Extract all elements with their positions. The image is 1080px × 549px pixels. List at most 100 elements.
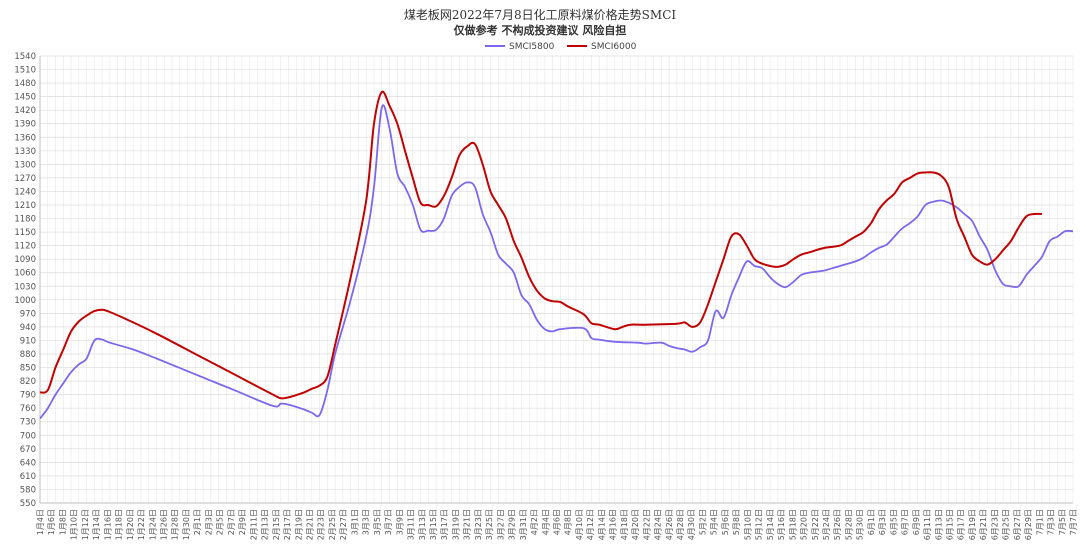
y-tick-label: 760: [20, 404, 36, 414]
x-tick-label: 5月24日: [822, 509, 831, 540]
y-tick-label: 1510: [14, 66, 36, 76]
x-tick-label: 5月20日: [800, 509, 809, 540]
y-tick-label: 970: [20, 309, 36, 319]
x-tick-label: 3月27日: [496, 509, 505, 540]
x-tick-label: 5月30日: [856, 509, 865, 540]
legend-label: SMCI6000: [591, 42, 637, 52]
x-tick-label: 1月14日: [92, 509, 101, 540]
x-tick-label: 3月21日: [463, 509, 472, 540]
y-tick-label: 910: [20, 336, 36, 346]
x-tick-label: 6月19日: [968, 509, 977, 540]
x-tick-label: 2月15日: [272, 509, 281, 540]
x-tick-label: 2月5日: [216, 509, 225, 535]
x-tick-label: 6月5日: [889, 509, 898, 535]
y-tick-label: 1300: [14, 160, 36, 170]
x-tick-label: 6月7日: [901, 509, 910, 535]
x-tick-label: 2月7日: [227, 509, 236, 535]
x-tick-label: 1月4日: [36, 509, 45, 535]
series-line-smci6000: [39, 90, 1042, 400]
x-tick-label: 3月7日: [384, 509, 393, 535]
x-tick-label: 3月9日: [395, 509, 404, 535]
x-tick-label: 1月28日: [171, 509, 180, 540]
x-tick-label: 4月12日: [586, 509, 595, 540]
x-tick-label: 4月16日: [609, 509, 618, 540]
x-tick-label: 6月15日: [945, 509, 954, 540]
y-tick-label: 640: [20, 458, 36, 468]
x-tick-label: 6月27日: [1013, 509, 1022, 540]
y-tick-label: 1360: [14, 133, 36, 143]
y-tick-label: 1240: [14, 187, 36, 197]
x-tick-label: 7月7日: [1069, 509, 1078, 535]
x-tick-label: 4月18日: [620, 509, 629, 540]
x-tick-label: 2月13日: [261, 509, 270, 540]
x-tick-label: 7月5日: [1058, 509, 1067, 535]
x-tick-label: 3月3日: [362, 509, 371, 535]
x-tick-label: 1月20日: [126, 509, 135, 540]
x-tick-label: 4月14日: [597, 509, 606, 540]
chart-subtitle: 仅做参考 不构成投资建议 风险自担: [453, 24, 627, 37]
y-tick-label: 1420: [14, 106, 36, 116]
y-tick-label: 1330: [14, 147, 36, 157]
y-tick-label: 940: [20, 323, 36, 333]
x-tick-label: 3月29日: [508, 509, 517, 540]
x-tick-label: 5月12日: [755, 509, 764, 540]
x-tick-label: 5月10日: [743, 509, 752, 540]
x-tick-label: 6月9日: [912, 509, 921, 535]
x-tick-label: 4月8日: [564, 509, 573, 535]
y-tick-label: 700: [20, 431, 36, 441]
x-tick-label: 5月22日: [811, 509, 820, 540]
x-tick-label: 1月26日: [160, 509, 169, 540]
series-line-smci5800: [39, 104, 1074, 420]
x-tick-label: 2月27日: [339, 509, 348, 540]
chart-title: 煤老板网2022年7月8日化工原料煤价格走势SMCI: [403, 8, 677, 22]
x-tick-label: 1月10日: [70, 509, 79, 540]
x-tick-label: 4月20日: [631, 509, 640, 540]
x-tick-label: 2月19日: [294, 509, 303, 540]
y-tick-label: 1000: [14, 296, 36, 306]
x-tick-label: 1月24日: [148, 509, 157, 540]
legend-label: SMCI5800: [509, 42, 555, 52]
x-tick-label: 2月3日: [204, 509, 213, 535]
x-tick-label: 2月1日: [193, 509, 202, 535]
x-tick-label: 4月6日: [553, 509, 562, 535]
x-tick-label: 6月23日: [990, 509, 999, 540]
y-tick-label: 1060: [14, 269, 36, 279]
x-tick-label: 2月9日: [238, 509, 247, 535]
x-tick-label: 4月4日: [541, 509, 550, 535]
x-tick-label: 2月25日: [328, 509, 337, 540]
x-tick-label: 5月16日: [777, 509, 786, 540]
y-tick-label: 610: [20, 472, 36, 482]
x-tick-label: 5月2日: [698, 509, 707, 535]
y-tick-label: 670: [20, 445, 36, 455]
x-tick-label: 5月6日: [721, 509, 730, 535]
x-tick-label: 6月17日: [957, 509, 966, 540]
x-tick-label: 1月6日: [47, 509, 56, 535]
x-tick-label: 3月11日: [407, 509, 416, 540]
x-tick-label: 6月13日: [934, 509, 943, 540]
x-tick-label: 1月8日: [58, 509, 67, 535]
y-tick-label: 850: [20, 364, 36, 374]
y-tick-label: 580: [20, 485, 36, 495]
x-tick-label: 4月2日: [530, 509, 539, 535]
x-tick-label: 3月17日: [440, 509, 449, 540]
x-tick-label: 3月31日: [519, 509, 528, 540]
y-tick-label: 1480: [14, 79, 36, 89]
x-tick-label: 1月16日: [103, 509, 112, 540]
x-tick-label: 5月8日: [732, 509, 741, 535]
x-tick-label: 7月1日: [1035, 509, 1044, 535]
x-tick-label: 6月25日: [1002, 509, 1011, 540]
x-tick-label: 4月30日: [687, 509, 696, 540]
y-tick-label: 790: [20, 391, 36, 401]
x-tick-label: 6月3日: [878, 509, 887, 535]
x-tick-label: 4月28日: [676, 509, 685, 540]
x-tick-label: 4月24日: [654, 509, 663, 540]
x-tick-label: 2月21日: [305, 509, 314, 540]
x-tick-label: 6月1日: [867, 509, 876, 535]
x-tick-label: 7月3日: [1047, 509, 1056, 535]
y-tick-label: 820: [20, 377, 36, 387]
x-tick-label: 3月13日: [418, 509, 427, 540]
y-tick-label: 880: [20, 350, 36, 360]
y-tick-label: 1030: [14, 282, 36, 292]
